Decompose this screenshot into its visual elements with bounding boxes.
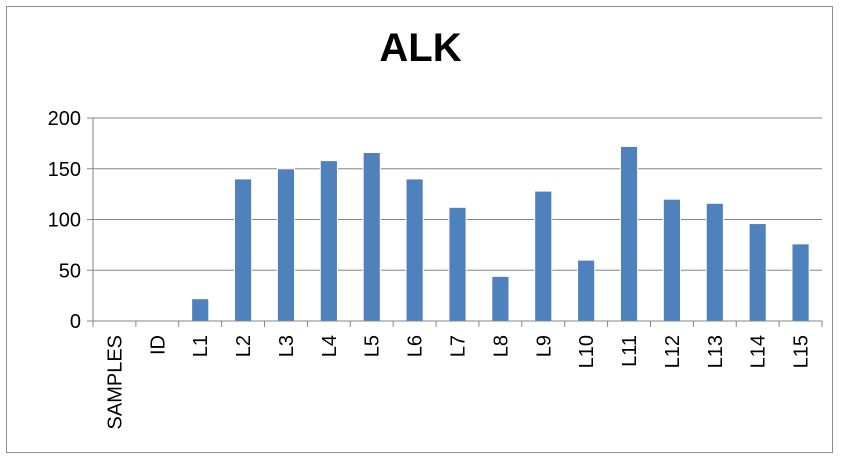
bar-l6 (405, 178, 424, 322)
y-tick-label: 100 (48, 210, 81, 232)
x-tick-label: SAMPLES (104, 335, 126, 429)
bar-l9 (534, 190, 553, 322)
y-tick-label: 0 (70, 311, 81, 333)
bar-l11 (619, 145, 639, 322)
y-tick-label: 200 (48, 108, 81, 130)
x-tick-label: L11 (619, 335, 641, 367)
x-tick-label: L7 (448, 335, 470, 357)
bar-l10 (577, 259, 596, 322)
x-tick-label: L14 (748, 335, 770, 368)
bar-l3 (276, 168, 296, 322)
bars (191, 145, 810, 322)
x-tick-label: L10 (576, 335, 598, 368)
x-tick-label: L13 (705, 335, 727, 368)
x-tick-label: L2 (233, 335, 255, 357)
x-tick-label: L1 (190, 335, 212, 357)
bar-l7 (448, 206, 467, 322)
chart-title: ALK (379, 26, 462, 70)
x-tick-label: L6 (405, 335, 427, 357)
x-tick-labels: SAMPLES ID L1 L2 L3 L4 L5 L6 L7 L8 L9 L10 L11 L12 L13 L… (104, 335, 812, 429)
x-tick-label: L4 (319, 335, 341, 357)
axes (87, 117, 823, 327)
x-tick-label: ID (147, 335, 169, 355)
x-tick-label: L3 (276, 335, 298, 357)
x-tick-label: L8 (490, 335, 512, 357)
bar-l12 (662, 198, 681, 322)
x-tick-label: L9 (533, 335, 555, 357)
bar-l4 (319, 160, 338, 322)
x-tick-label: L5 (362, 335, 384, 357)
bar-l5 (362, 152, 381, 322)
bar-l14 (748, 223, 767, 322)
y-tick-label: 150 (48, 159, 81, 181)
bar-l8 (491, 275, 510, 322)
y-tick-labels: 0 50 100 150 200 (48, 108, 81, 333)
bar-l1 (191, 298, 210, 322)
bar-l2 (234, 178, 253, 322)
bar-l13 (705, 202, 724, 322)
x-tick-label: L15 (791, 335, 813, 368)
x-tick-label: L12 (662, 335, 684, 368)
bar-l15 (791, 243, 810, 322)
y-tick-label: 50 (59, 260, 81, 282)
